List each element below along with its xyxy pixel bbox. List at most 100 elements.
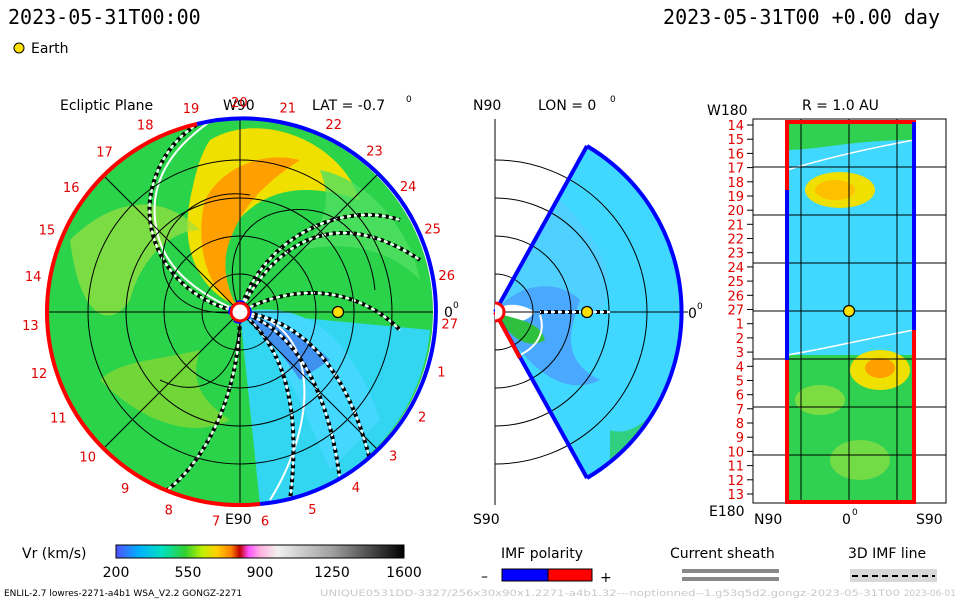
- carrington-day-label: 24: [400, 180, 417, 195]
- radial-panel: 1415161718192021222324252627123456789101…: [707, 98, 947, 528]
- ecliptic-right-label: 0: [444, 305, 453, 321]
- velocity-colorbar: Vr (km/s) 200 550 900 1250 1600: [22, 544, 422, 581]
- radial-y-label: 19: [727, 190, 744, 205]
- radial-y-label: 13: [727, 488, 744, 503]
- colorbar-tick-label: 900: [247, 565, 274, 581]
- radial-y-label: 18: [727, 176, 744, 191]
- radial-y-label: 10: [727, 445, 744, 460]
- carrington-day-label: 18: [137, 119, 154, 134]
- ecliptic-lat-label: LAT = -0.7: [312, 98, 385, 114]
- imf-polarity-plus: +: [600, 570, 612, 586]
- radial-y-label: 9: [736, 431, 744, 446]
- radial-y-label: 23: [727, 247, 744, 262]
- ecliptic-panel: Ecliptic Plane W90 LAT = -0.7 0 0 0 E90 …: [22, 95, 459, 530]
- carrington-day-label: 6: [261, 515, 269, 530]
- current-sheath-legend: Current sheath: [670, 546, 779, 581]
- carrington-day-label: 5: [308, 503, 316, 518]
- colorbar-tick-label: 1250: [314, 565, 350, 581]
- radial-y-label: 22: [727, 233, 744, 248]
- radial-x-zero-degree: 0: [852, 508, 858, 518]
- radial-y-label: 11: [727, 460, 744, 475]
- carrington-day-label: 9: [121, 482, 129, 497]
- radial-y-label: 25: [727, 275, 744, 290]
- radial-bottom-left-label: E180: [709, 504, 745, 520]
- colorbar-label: Vr (km/s): [22, 546, 86, 562]
- ecliptic-bottom-label: E90: [225, 512, 252, 528]
- carrington-day-label: 16: [63, 181, 80, 196]
- carrington-day-label: 11: [50, 412, 67, 427]
- meridional-earth-marker: [580, 305, 594, 319]
- carrington-day-label: 22: [325, 118, 342, 133]
- radial-y-label: 6: [736, 389, 744, 404]
- carrington-day-label: 13: [22, 319, 39, 334]
- carrington-day-label: 1: [437, 366, 445, 381]
- carrington-day-label: 4: [352, 481, 360, 496]
- colorbar-ticks: 200 550 900 1250 1600: [103, 565, 422, 581]
- meridional-right-label: 0: [688, 306, 697, 322]
- meridional-title-degree: 0: [610, 95, 616, 105]
- imf-polarity-legend: IMF polarity – +: [481, 546, 612, 586]
- radial-x-label-0: 0: [842, 512, 851, 528]
- colorbar-tick-label: 550: [175, 565, 202, 581]
- radial-y-labels: 1415161718192021222324252627123456789101…: [727, 119, 753, 503]
- ecliptic-top-label: W90: [223, 98, 255, 114]
- meridional-top-label: N90: [473, 98, 501, 114]
- ecliptic-title: Ecliptic Plane: [60, 98, 153, 114]
- radial-top-left-label: W180: [707, 103, 748, 119]
- colorbar-tick-label: 1600: [386, 565, 422, 581]
- radial-y-label: 5: [736, 375, 744, 390]
- carrington-day-label: 21: [280, 102, 297, 117]
- carrington-day-label: 23: [366, 145, 383, 160]
- carrington-day-label: 14: [25, 270, 42, 285]
- ecliptic-lat-degree: 0: [406, 95, 412, 105]
- imf-line-legend: 3D IMF line: [848, 546, 937, 582]
- radial-y-label: 27: [727, 304, 744, 319]
- carrington-day-label: 20: [231, 96, 248, 111]
- current-sheath-swatch-top: [682, 569, 779, 573]
- current-sheath-swatch-bottom: [682, 577, 779, 581]
- carrington-day-label: 12: [31, 367, 48, 382]
- radial-title: R = 1.0 AU: [802, 98, 879, 114]
- radial-y-label: 3: [736, 346, 744, 361]
- carrington-day-label: 2: [418, 411, 426, 426]
- imf-polarity-title: IMF polarity: [501, 546, 583, 562]
- carrington-day-label: 8: [165, 504, 173, 519]
- meridional-title: LON = 0: [538, 98, 596, 114]
- radial-x-label-s90: S90: [916, 512, 943, 528]
- right-timestamp: 2023-05-31T00 +0.00 day: [663, 5, 940, 29]
- radial-y-label: 12: [727, 474, 744, 489]
- carrington-day-label: 25: [424, 222, 441, 237]
- radial-y-label: 21: [727, 218, 744, 233]
- meridional-panel: N90 LON = 0 0 0 0 S90: [473, 95, 703, 528]
- radial-x-label-n90: N90: [754, 512, 782, 528]
- imf-positive-swatch: [547, 568, 593, 582]
- carrington-day-label: 15: [39, 223, 56, 238]
- radial-y-label: 24: [727, 261, 744, 276]
- radial-y-label: 8: [736, 417, 744, 432]
- radial-y-label: 1: [736, 318, 744, 333]
- carrington-day-labels: 19 20 212223242526271234567891011121314151…: [22, 96, 458, 530]
- current-sheath-title: Current sheath: [670, 546, 775, 562]
- radial-y-label: 20: [727, 204, 744, 219]
- footer-run-id: UNIQUE0531DD-3327/256x30x90x1.2271-a4b1.…: [320, 589, 900, 599]
- radial-y-label: 26: [727, 289, 744, 304]
- sun-marker: [229, 301, 251, 323]
- colorbar-tick-label: 200: [103, 565, 130, 581]
- carrington-day-label: 10: [79, 451, 96, 466]
- radial-y-label: 2: [736, 332, 744, 347]
- radial-y-label: 14: [727, 119, 744, 134]
- carrington-day-label: 19: [183, 102, 200, 117]
- imf-line-title: 3D IMF line: [848, 546, 926, 562]
- radial-y-label: 16: [727, 147, 744, 162]
- earth-legend-icon: [13, 42, 25, 54]
- carrington-day-label: 27: [441, 318, 458, 333]
- meridional-bottom-label: S90: [473, 512, 500, 528]
- footer-model-info: ENLIL-2.7 lowres-2271-a4b1 WSA_V2.2 GONG…: [4, 589, 242, 599]
- meridional-right-degree: 0: [697, 302, 703, 312]
- radial-y-label: 7: [736, 403, 744, 418]
- earth-legend-label: Earth: [31, 41, 69, 57]
- radial-y-label: 17: [727, 162, 744, 177]
- imf-negative-swatch: [501, 568, 549, 582]
- carrington-day-label: 3: [389, 450, 397, 465]
- radial-y-label: 4: [736, 360, 744, 375]
